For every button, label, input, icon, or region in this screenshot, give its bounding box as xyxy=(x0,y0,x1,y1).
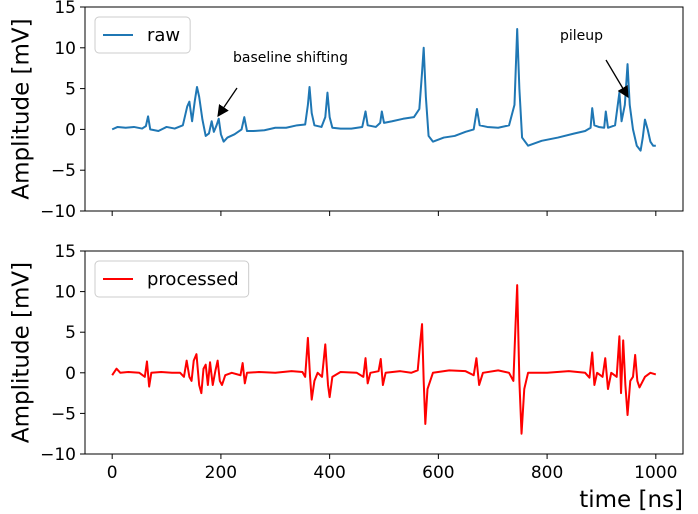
y-tick-label: −5 xyxy=(51,161,76,181)
x-tick-label: 600 xyxy=(422,463,454,483)
legend: raw xyxy=(94,16,191,54)
y-tick-label: −5 xyxy=(51,404,76,424)
legend-frame xyxy=(94,260,250,298)
y-tick-label: 15 xyxy=(54,242,76,262)
subplot: −10 −5 0 5 10 15 0 200 400 600 800 1000 Amplitude [m… xyxy=(9,242,684,513)
legend-label: raw xyxy=(147,25,180,46)
y-tick-label: 10 xyxy=(54,283,76,303)
legend-label: processed xyxy=(147,269,239,290)
data-line xyxy=(111,28,656,152)
y-tick-label: 5 xyxy=(65,80,76,100)
y-tick-label: 0 xyxy=(65,120,76,140)
x-tick-label: 200 xyxy=(205,463,237,483)
y-tick-label: −10 xyxy=(40,202,76,222)
legend-frame xyxy=(94,16,191,54)
annotation-arrow xyxy=(605,59,629,99)
x-tick-label: 400 xyxy=(313,463,345,483)
annotation-arrow xyxy=(217,87,238,117)
y-axis-label: Amplitude [mV] xyxy=(9,262,35,443)
y-tick-label: 15 xyxy=(54,0,76,18)
x-axis-label: time [ns] xyxy=(579,487,683,513)
x-tick-label: 800 xyxy=(531,463,563,483)
y-tick-label: 0 xyxy=(65,364,76,384)
axes-frame xyxy=(84,250,684,455)
axes-frame xyxy=(84,6,684,212)
subplot: −10 −5 0 5 10 15 Amplitude [mV] baseline shifti… xyxy=(9,0,684,222)
y-tick-label: 5 xyxy=(65,323,76,343)
x-tick-label: 1000 xyxy=(634,463,677,483)
annotation: baseline shifting xyxy=(233,50,348,66)
annotation: pileup xyxy=(560,28,603,44)
y-tick-label: −10 xyxy=(40,445,76,465)
y-axis-label: Amplitude [mV] xyxy=(9,18,35,199)
x-tick-label: 0 xyxy=(107,463,118,483)
data-line xyxy=(111,284,657,435)
legend: processed xyxy=(94,260,250,298)
y-tick-label: 10 xyxy=(54,39,76,59)
